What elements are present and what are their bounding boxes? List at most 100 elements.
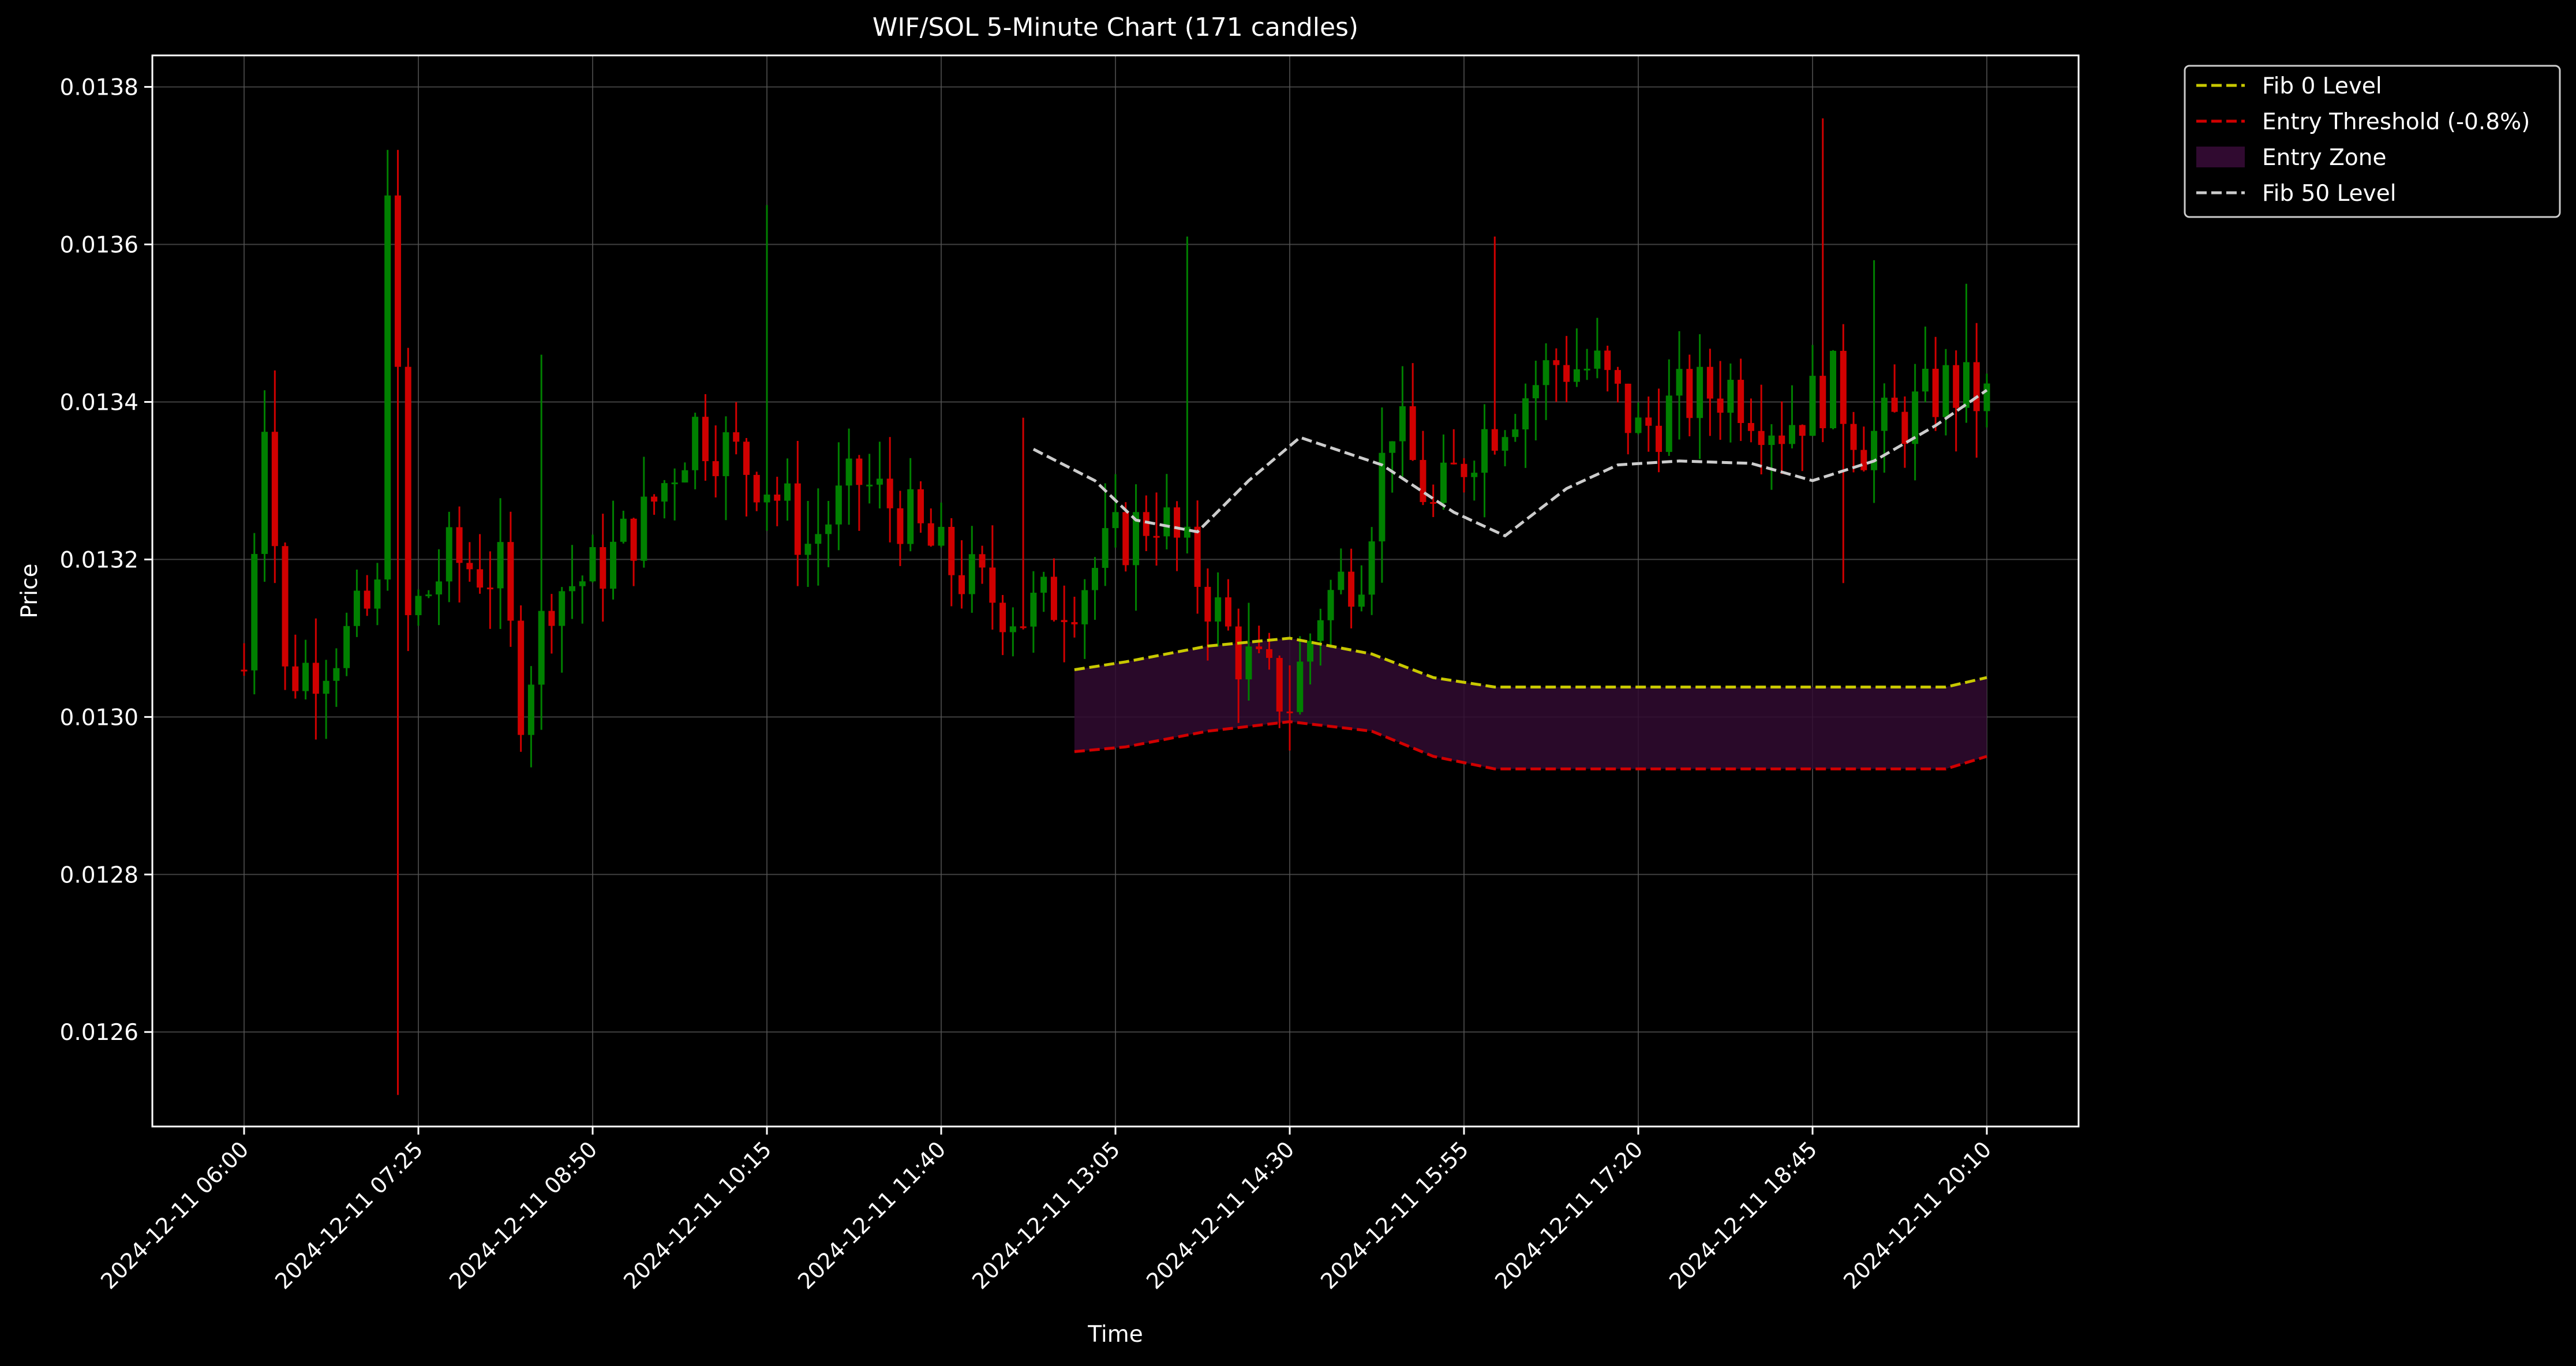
candle-body-90 — [1163, 507, 1170, 537]
candle-body-101 — [1276, 658, 1283, 712]
candle-body-53 — [784, 483, 791, 501]
candle-body-117 — [1440, 462, 1447, 503]
candle-body-97 — [1235, 626, 1242, 680]
candles-layer — [241, 118, 1990, 1095]
candle-body-2 — [261, 432, 268, 554]
candle-body-111 — [1379, 452, 1386, 542]
series-line-1 — [1074, 720, 1987, 770]
candle-body-32 — [568, 586, 575, 592]
candle-body-125 — [1522, 398, 1529, 430]
x-axis-label: Time — [1087, 1322, 1143, 1348]
candle-body-22 — [466, 563, 473, 570]
candle-body-148 — [1758, 431, 1765, 446]
candle-body-36 — [610, 541, 617, 589]
candle-body-34 — [589, 547, 596, 582]
y-axis-label: Price — [17, 563, 43, 618]
y-tick-label-1: 0.0128 — [60, 862, 138, 888]
candle-body-6 — [302, 663, 309, 691]
candle-body-39 — [641, 496, 647, 561]
candle-body-28 — [527, 684, 534, 735]
candle-body-23 — [477, 569, 484, 588]
candle-body-170 — [1983, 383, 1990, 411]
candle-body-140 — [1676, 369, 1683, 396]
candle-body-18 — [425, 594, 432, 597]
candle-body-5 — [292, 666, 299, 691]
candle-body-12 — [364, 590, 370, 609]
candle-body-143 — [1706, 366, 1713, 399]
candle-body-37 — [620, 518, 627, 542]
candle-body-66 — [917, 489, 924, 523]
candle-body-132 — [1594, 350, 1601, 369]
candle-body-129 — [1563, 365, 1570, 382]
candle-body-115 — [1420, 460, 1426, 502]
candle-body-73 — [989, 567, 996, 603]
legend: Fib 0 Level Entry Threshold (-0.8%) Entry … — [2184, 65, 2561, 218]
candle-body-128 — [1553, 360, 1560, 365]
candle-body-45 — [702, 417, 709, 462]
candle-body-166 — [1942, 365, 1949, 417]
candle-body-20 — [445, 527, 452, 582]
candle-body-100 — [1265, 649, 1272, 658]
candle-body-7 — [312, 663, 319, 694]
candle-body-69 — [948, 526, 955, 575]
series-line-0 — [1074, 637, 1987, 688]
legend-label-0: Fib 0 Level — [2262, 73, 2382, 99]
candle-body-113 — [1399, 406, 1406, 441]
candle-body-137 — [1645, 417, 1652, 426]
candle-body-104 — [1307, 641, 1314, 662]
candle-body-77 — [1030, 593, 1037, 627]
candle-body-82 — [1081, 590, 1088, 624]
candle-body-124 — [1512, 429, 1519, 437]
candle-body-10 — [343, 626, 350, 668]
candle-body-43 — [682, 470, 688, 483]
y-tick-label-0: 0.0126 — [60, 1020, 138, 1046]
candle-body-162 — [1901, 411, 1908, 444]
candle-body-15 — [394, 195, 401, 367]
candle-body-55 — [804, 544, 811, 555]
candle-body-17 — [415, 596, 422, 615]
chart-title: WIF/SOL 5-Minute Chart (171 candles) — [873, 13, 1358, 42]
candle-body-70 — [958, 575, 965, 594]
candle-body-41 — [661, 483, 668, 502]
candle-body-105 — [1317, 620, 1324, 641]
candle-body-3 — [271, 432, 278, 547]
candle-body-112 — [1389, 441, 1396, 453]
candle-body-87 — [1133, 512, 1140, 566]
candle-body-127 — [1542, 360, 1549, 386]
candle-body-85 — [1112, 512, 1119, 529]
candle-body-59 — [845, 458, 852, 486]
candle-body-103 — [1297, 661, 1304, 712]
candle-body-119 — [1461, 463, 1467, 477]
candle-body-65 — [907, 489, 914, 544]
candle-body-38 — [630, 518, 637, 561]
candle-body-14 — [384, 195, 391, 580]
candle-body-159 — [1871, 431, 1878, 470]
candle-body-164 — [1922, 368, 1929, 392]
candle-body-152 — [1799, 425, 1806, 436]
candle-body-160 — [1881, 398, 1888, 431]
candle-body-149 — [1768, 435, 1775, 446]
candle-body-49 — [743, 441, 750, 475]
candle-body-11 — [353, 590, 360, 626]
candle-body-122 — [1491, 429, 1498, 451]
candle-body-40 — [651, 496, 658, 502]
candle-body-153 — [1809, 376, 1816, 436]
candle-body-130 — [1573, 369, 1580, 382]
candle-body-79 — [1050, 577, 1057, 620]
candle-body-123 — [1502, 437, 1508, 451]
candle-body-75 — [1009, 626, 1016, 633]
candle-body-61 — [866, 484, 873, 486]
candle-body-167 — [1953, 365, 1960, 408]
candle-body-64 — [897, 508, 904, 544]
candle-body-135 — [1624, 383, 1631, 433]
candle-body-96 — [1225, 597, 1231, 627]
candle-body-151 — [1788, 425, 1795, 444]
candle-body-139 — [1665, 395, 1672, 452]
candle-body-157 — [1850, 424, 1857, 450]
candle-body-68 — [938, 526, 945, 546]
candle-body-161 — [1891, 398, 1898, 412]
candle-body-16 — [405, 366, 411, 615]
candle-body-155 — [1830, 350, 1837, 429]
candle-body-121 — [1481, 429, 1488, 473]
candle-body-144 — [1717, 398, 1724, 413]
